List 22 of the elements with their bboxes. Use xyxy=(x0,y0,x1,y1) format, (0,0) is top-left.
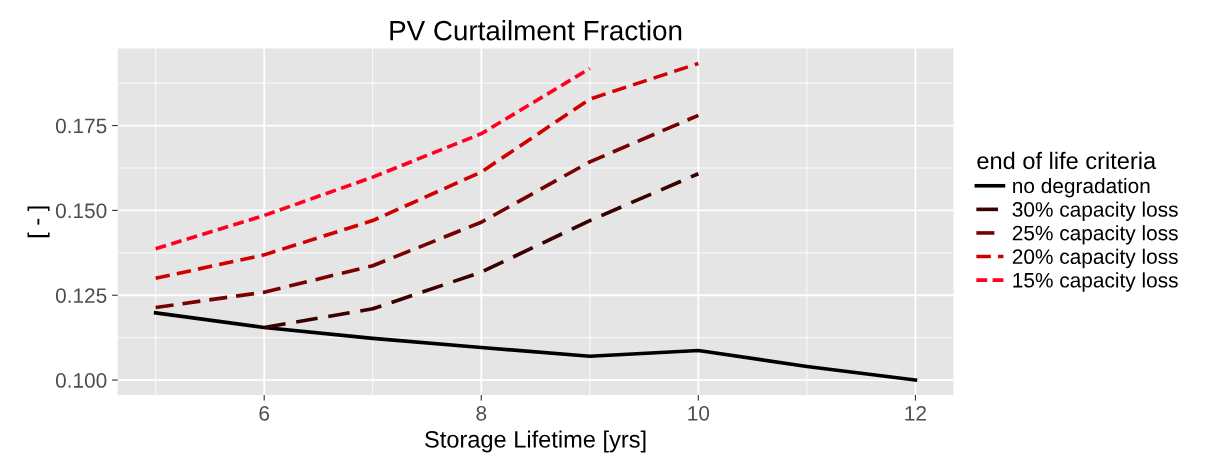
chart-title: PV Curtailment Fraction xyxy=(390,20,682,41)
legend-label: 20% capacity loss xyxy=(1012,248,1178,269)
line-series xyxy=(153,61,701,281)
line-series xyxy=(153,66,592,251)
x-tick-label: 6 xyxy=(259,405,270,421)
x-tick-label: 8 xyxy=(476,405,487,421)
y-tick-label: 0.150 xyxy=(55,203,107,219)
legend-label: 15% capacity loss xyxy=(1013,272,1178,292)
y-tick-label: 0.125 xyxy=(55,288,107,303)
x-tick-label: 12 xyxy=(905,405,926,421)
y-tick-label: 0.100 xyxy=(55,373,107,388)
line-series xyxy=(262,171,701,330)
line-series xyxy=(153,113,701,310)
line-series xyxy=(153,311,918,382)
y-axis-title: [ - ] xyxy=(27,206,50,238)
legend-title: end of life criteria xyxy=(977,151,1157,170)
legend-label: 30% capacity loss xyxy=(1012,201,1178,221)
y-tick-label: 0.175 xyxy=(55,118,107,134)
legend-label: 25% capacity loss xyxy=(1012,225,1178,245)
x-tick-label: 10 xyxy=(688,405,710,421)
x-axis-title: Storage Lifetime [yrs] xyxy=(425,430,646,453)
legend-label: no degradation xyxy=(1013,177,1150,198)
